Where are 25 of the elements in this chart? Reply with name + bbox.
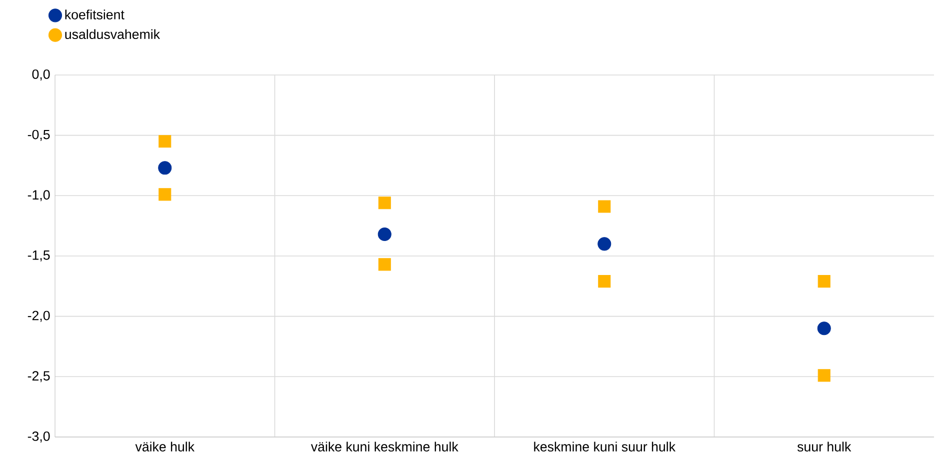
y-tick-label: -3,0 (28, 431, 50, 442)
point (818, 275, 830, 288)
point (817, 322, 831, 336)
point (378, 227, 392, 242)
point (598, 237, 612, 251)
point (158, 188, 172, 201)
y-tick-label: 0,0 (32, 69, 50, 81)
y-tick-label: -1,5 (28, 250, 50, 262)
point (158, 135, 172, 148)
point (158, 161, 172, 175)
y-tick-label: -0,5 (28, 130, 50, 141)
point (378, 196, 391, 210)
x-tick-label: väike hulk (135, 442, 195, 452)
legend-label: usaldusvahemik (65, 29, 160, 40)
point (378, 258, 391, 271)
point (598, 200, 611, 213)
y-tick-label: -2,0 (28, 310, 50, 322)
y-tick-label: -1,0 (28, 190, 50, 202)
x-tick-label: suur hulk (797, 442, 852, 452)
legend-label: koefitsient (65, 10, 124, 20)
point (598, 275, 611, 288)
x-tick-label: keskmine kuni suur hulk (534, 442, 676, 452)
y-tick-label: -2,5 (28, 371, 50, 382)
point (818, 369, 830, 382)
x-tick-label: väike kuni keskmine hulk (310, 442, 458, 452)
